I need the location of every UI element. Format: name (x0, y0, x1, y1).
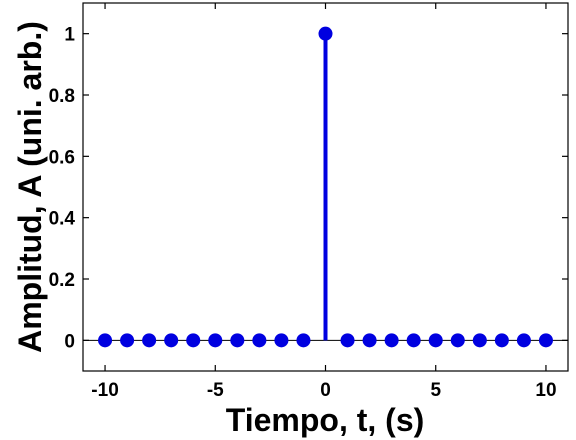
y-tick-label: 0.2 (49, 270, 75, 291)
data-point (252, 333, 267, 348)
x-tick-label: 0 (320, 380, 331, 401)
data-point (428, 333, 443, 348)
x-ticks-group: -10 -5 0 5 10 (91, 3, 557, 401)
data-point (296, 333, 311, 348)
y-axis-label: Amplitud, A (uni. arb.) (12, 21, 48, 353)
data-point (120, 333, 135, 348)
data-point (538, 333, 553, 348)
data-point (164, 333, 179, 348)
data-point (98, 333, 113, 348)
data-point (450, 333, 465, 348)
y-ticks-group: 0 0.2 0.4 0.6 0.8 1 (49, 25, 568, 352)
data-point (362, 333, 377, 348)
y-tick-label: 0.8 (49, 86, 75, 107)
data-point (230, 333, 245, 348)
data-point (318, 26, 333, 41)
data-point (340, 333, 355, 348)
data-point (472, 333, 487, 348)
x-tick-label: 10 (535, 380, 556, 401)
x-axis-label: Tiempo, t, (s) (226, 402, 425, 438)
y-tick-label: 1 (64, 25, 75, 46)
data-point (516, 333, 531, 348)
data-point (186, 333, 201, 348)
y-tick-label: 0.4 (49, 209, 76, 230)
data-point (406, 333, 421, 348)
x-tick-label: -5 (207, 380, 224, 401)
x-tick-label: -10 (91, 380, 118, 401)
data-point (384, 333, 399, 348)
x-tick-label: 5 (430, 380, 441, 401)
data-point (142, 333, 157, 348)
y-tick-label: 0 (64, 331, 75, 352)
y-tick-label: 0.6 (49, 147, 75, 168)
data-point (208, 333, 223, 348)
data-point (494, 333, 509, 348)
data-point (274, 333, 289, 348)
markers-group (98, 26, 553, 348)
